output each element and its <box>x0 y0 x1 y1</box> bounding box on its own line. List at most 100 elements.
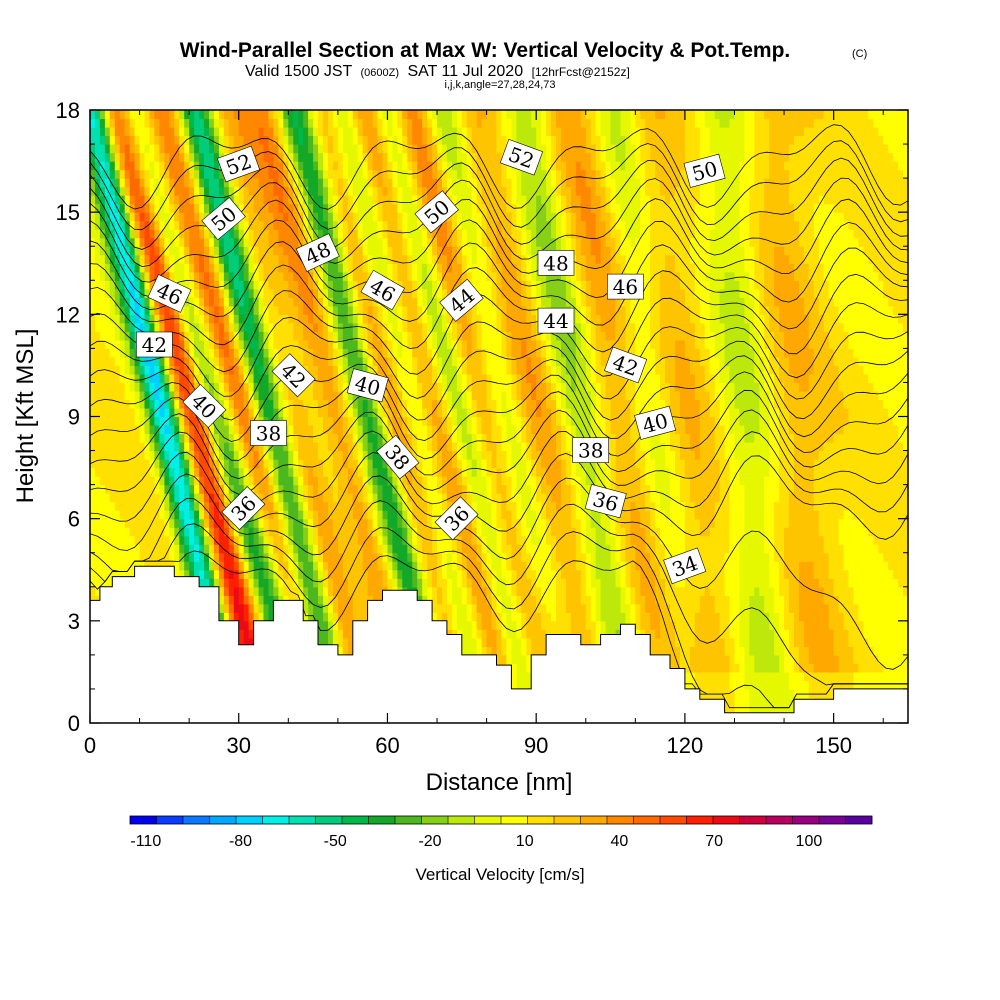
w-cell <box>258 246 265 256</box>
w-cell <box>159 186 165 196</box>
w-cell <box>412 510 418 520</box>
w-cell <box>144 110 151 120</box>
w-cell <box>159 425 165 435</box>
w-cell <box>332 203 339 213</box>
w-cell <box>95 314 101 324</box>
w-cell <box>199 195 205 205</box>
w-cell <box>288 161 294 171</box>
w-cell <box>323 135 329 145</box>
w-cell <box>293 280 299 290</box>
w-cell <box>422 110 428 120</box>
w-cell <box>278 297 284 307</box>
w-cell <box>114 493 121 503</box>
w-cell <box>179 305 185 315</box>
w-cell <box>154 467 160 477</box>
w-cell <box>357 254 364 264</box>
w-cell <box>199 373 205 383</box>
w-cell <box>397 169 403 179</box>
w-cell <box>204 450 210 460</box>
w-cell <box>387 314 394 324</box>
w-cell <box>362 254 369 264</box>
w-cell <box>347 237 354 247</box>
w-cell <box>362 322 369 332</box>
w-cell <box>298 178 304 188</box>
w-cell <box>377 442 384 452</box>
w-cell <box>332 365 339 375</box>
w-cell <box>402 135 408 145</box>
w-cell <box>223 288 230 298</box>
w-cell <box>104 331 111 341</box>
w-cell <box>199 152 205 162</box>
w-cell <box>382 416 389 426</box>
w-cell <box>288 152 294 162</box>
w-cell <box>308 382 314 392</box>
w-cell <box>139 220 146 230</box>
w-cell <box>139 510 146 520</box>
w-cell <box>114 467 121 477</box>
w-cell <box>293 152 299 162</box>
w-cell <box>258 305 265 315</box>
w-cell <box>263 595 270 605</box>
w-cell <box>283 408 289 418</box>
w-cell <box>382 544 389 554</box>
w-cell <box>114 476 121 486</box>
w-cell <box>337 161 344 171</box>
w-cell <box>159 408 165 418</box>
w-cell <box>298 314 304 324</box>
w-cell <box>273 288 279 298</box>
w-cell <box>169 510 175 520</box>
w-cell <box>407 203 413 213</box>
w-cell <box>90 144 96 154</box>
w-cell <box>397 527 403 537</box>
w-cell <box>332 433 339 443</box>
w-cell <box>293 110 299 120</box>
w-cell <box>422 373 428 383</box>
w-cell <box>228 408 235 418</box>
w-cell <box>184 118 190 128</box>
w-cell <box>268 127 275 137</box>
w-cell <box>268 331 275 341</box>
w-cell <box>189 561 195 571</box>
w-cell <box>407 501 413 511</box>
w-cell <box>228 493 235 503</box>
w-cell <box>243 356 250 366</box>
w-cell <box>392 195 398 205</box>
w-cell <box>223 501 230 511</box>
w-cell <box>352 110 359 120</box>
w-cell <box>104 144 111 154</box>
w-cell <box>367 305 374 315</box>
w-cell <box>332 212 339 222</box>
w-cell <box>199 484 205 494</box>
w-cell <box>248 518 255 528</box>
w-cell <box>382 135 389 145</box>
w-cell <box>238 178 245 188</box>
w-cell <box>248 408 255 418</box>
w-cell <box>149 220 156 230</box>
w-cell <box>209 305 215 315</box>
w-cell <box>90 586 96 596</box>
w-cell <box>90 254 96 264</box>
w-cell <box>258 467 265 477</box>
w-cell <box>95 288 101 298</box>
w-cell <box>149 510 156 520</box>
w-cell <box>427 331 433 341</box>
w-cell <box>318 586 324 596</box>
w-cell <box>169 552 175 562</box>
w-cell <box>124 212 131 222</box>
w-cell <box>407 152 413 162</box>
w-cell <box>268 595 275 605</box>
w-cell <box>417 280 423 290</box>
w-cell <box>323 425 329 435</box>
w-cell <box>342 552 349 562</box>
w-cell <box>352 425 359 435</box>
w-cell <box>90 578 96 588</box>
w-cell <box>357 476 364 486</box>
w-cell <box>90 203 96 213</box>
w-cell <box>367 459 374 469</box>
w-cell <box>382 118 389 128</box>
w-cell <box>169 305 175 315</box>
w-cell <box>342 203 349 213</box>
w-cell <box>427 186 433 196</box>
w-cell <box>328 484 334 494</box>
w-cell <box>114 178 121 188</box>
